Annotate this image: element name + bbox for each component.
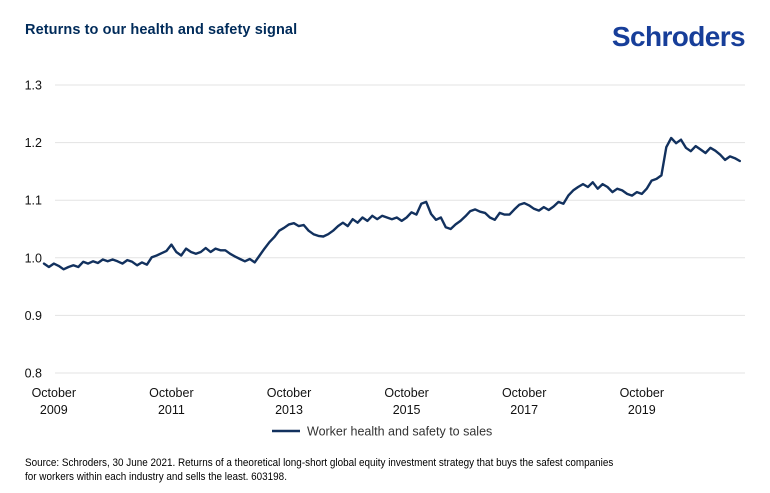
x-tick-label-year: 2013 (275, 403, 303, 417)
legend: Worker health and safety to sales (272, 425, 492, 439)
x-tick-label-month: October (620, 386, 664, 400)
page-title: Returns to our health and safety signal (25, 22, 298, 38)
x-tick-label-month: October (149, 386, 193, 400)
x-tick-label-year: 2015 (393, 403, 421, 417)
x-tick-label-year: 2017 (510, 403, 538, 417)
x-tick-label-month: October (267, 386, 311, 400)
y-tick-label: 1.1 (25, 194, 42, 208)
y-tick-label: 0.8 (25, 367, 42, 381)
x-tick-label-month: October (32, 386, 76, 400)
x-tick-label-month: October (384, 386, 428, 400)
x-tick-label-year: 2009 (40, 403, 68, 417)
x-tick-label-year: 2011 (158, 403, 185, 417)
x-tick-label-month: October (502, 386, 546, 400)
y-tick-label: 0.9 (25, 309, 42, 323)
x-tick-label-year: 2019 (628, 403, 656, 417)
schroders-logo: Schroders (611, 21, 746, 52)
y-tick-label: 1.3 (25, 79, 42, 93)
y-tick-label: 1.2 (25, 136, 42, 150)
x-axis-labels: October 2009 October 2011 October 2013 October… (32, 386, 664, 417)
legend-label: Worker health and safety to sales (307, 425, 492, 439)
source-note-line2: for workers within each industry and sel… (25, 470, 287, 483)
series-line-worker-health-safety (42, 136, 741, 271)
source-note-line1: Source: Schroders, 30 June 2021. Returns… (25, 457, 614, 469)
gridlines (55, 84, 745, 374)
source-note: Source: Schroders, 30 June 2021. Returns… (25, 457, 613, 484)
y-tick-label: 1.0 (25, 251, 42, 265)
y-axis-labels: 1.3 1.2 1.1 1.0 0.9 0.8 (25, 79, 42, 381)
